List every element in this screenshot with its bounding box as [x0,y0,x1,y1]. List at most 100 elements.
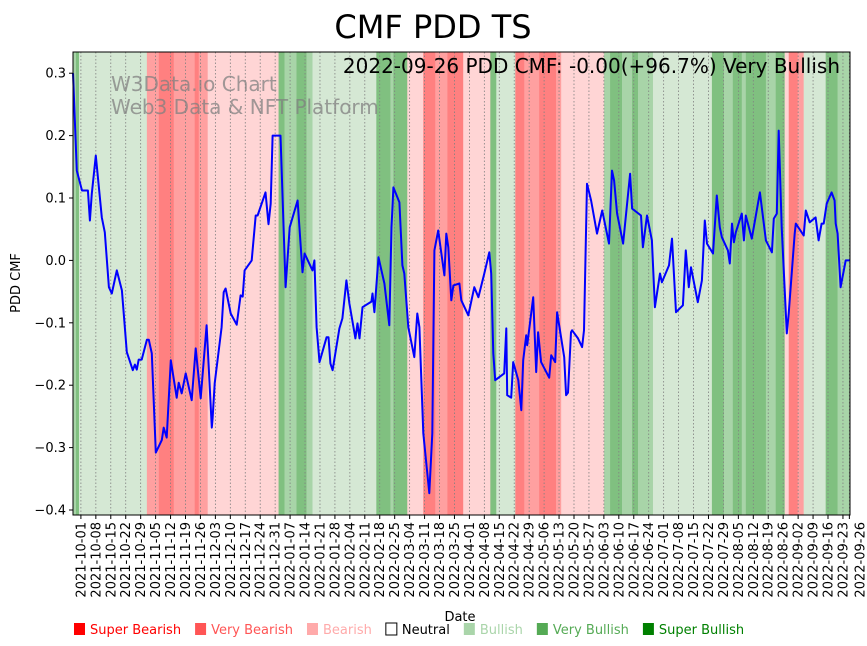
x-tick-label: 2022-03-18 [433,522,448,598]
band-very-bullish [604,52,611,515]
x-tick-label: 2022-08-12 [747,522,762,598]
band-bullish [496,52,516,515]
legend-swatch-super-bearish [74,623,85,635]
watermark-line-1: W3Data.io Chart [111,72,277,96]
signal-bands [73,52,851,515]
x-tick-label: 2022-09-23 [836,522,851,598]
band-bullish [803,52,826,515]
y-tick-label: −0.3 [34,441,66,456]
x-tick-label: 2021-11-26 [194,522,209,598]
band-super-bearish [788,52,799,515]
x-tick-label: 2022-01-07 [284,522,299,598]
band-super-bullish [825,52,838,515]
band-bullish [312,52,377,515]
y-tick-label: −0.2 [34,379,66,394]
x-tick-label: 2021-12-03 [209,522,224,598]
x-tick-label: 2022-09-16 [822,522,837,598]
band-super-bearish [158,52,175,515]
legend-swatch-neutral [385,622,398,636]
x-tick-label: 2022-07-29 [717,522,732,598]
band-super-bullish [745,52,767,515]
y-tick-label: 0.3 [45,67,66,82]
band-bearish [463,52,491,515]
band-very-bullish [765,52,777,515]
band-super-bullish [393,52,408,515]
band-bearish [784,52,790,515]
x-tick-label: 2021-11-19 [179,522,194,598]
legend-swatch-super-bullish [642,623,654,635]
x-tick-label: 2022-09-02 [792,522,807,598]
x-tick-label: 2022-05-20 [567,522,582,598]
x-tick-label: 2022-05-27 [582,522,597,598]
x-tick-label: 2022-03-25 [448,522,463,598]
cmf-series-line [72,73,850,495]
band-super-bullish [711,52,725,515]
legend-label-very-bearish: Very Bearish [211,623,293,638]
band-super-bullish [732,52,743,515]
band-very-bullish [390,52,394,515]
band-super-bearish [447,52,464,515]
band-very-bearish [173,52,188,515]
y-tick-label: 0.1 [45,192,66,207]
y-axis-label: PDD CMF [9,253,24,313]
x-gridlines [80,52,850,515]
band-very-bearish [524,52,540,515]
x-tick-label: 2022-02-25 [388,522,403,598]
x-tick-label: 2022-05-06 [538,522,553,598]
band-super-bullish [610,52,623,515]
x-tick-label: 2022-07-01 [657,522,672,598]
x-tick-label: 2022-08-05 [732,522,747,598]
band-very-bearish [146,52,160,515]
band-very-bullish [284,52,297,515]
band-bullish [652,52,713,515]
y-tick-label: −0.4 [34,504,66,519]
x-tick-label: 2022-07-08 [672,522,687,598]
x-tick-label: 2022-04-15 [493,522,508,598]
x-tick-label: 2022-09-26 [853,522,867,598]
x-tick-label: 2021-10-29 [134,522,149,598]
y-tick-label: 0.0 [45,254,66,269]
x-tick-label: 2022-04-22 [508,522,523,598]
band-super-bullish [490,52,497,515]
legend: Super Bearish Very Bearish Bearish Neutral B… [74,622,744,638]
x-tick-label: 2022-02-11 [358,522,373,598]
legend-label-very-bullish: Very Bullish [553,623,629,638]
x-tick-label: 2022-04-08 [478,522,493,598]
band-super-bullish [632,52,639,515]
band-very-bearish [797,52,804,515]
x-axis: 2021-10-01 2021-10-08 2021-10-15 2021-10-22… [74,515,867,598]
x-tick-label: 2022-07-15 [687,522,702,598]
band-super-bearish [539,52,557,515]
legend-label-bearish: Bearish [323,623,372,638]
band-super-bullish [775,52,785,515]
y-tick-label: 0.2 [45,129,66,144]
legend-label-super-bullish: Super Bullish [659,623,744,638]
legend-label-neutral: Neutral [402,623,450,638]
x-tick-label: 2021-12-24 [254,522,269,598]
band-very-bullish [723,52,734,515]
band-very-bullish [622,52,633,515]
plot-frame [72,51,851,516]
band-bearish [407,52,424,515]
legend-swatch-bullish [463,623,475,635]
x-tick-label: 2021-10-22 [119,522,134,598]
band-super-bullish [278,52,285,515]
band-very-bullish [741,52,747,515]
x-tick-label: 2021-10-15 [104,522,119,598]
x-tick-label: 2022-06-03 [597,522,612,598]
band-very-bullish [73,52,77,515]
x-tick-label: 2022-06-24 [642,522,657,598]
legend-swatch-very-bullish [536,623,548,635]
x-tick-label: 2022-02-18 [373,522,388,598]
y-axis: 0.3 0.2 0.1 0.0 −0.1 −0.2 −0.3 −0.4 [34,67,73,519]
x-tick-label: 2022-04-01 [463,522,478,598]
band-super-bullish [75,52,80,515]
x-tick-label: 2022-09-09 [807,522,822,598]
x-tick-label: 2022-08-26 [777,522,792,598]
legend-swatch-bearish [306,623,318,635]
x-tick-label: 2022-01-14 [299,522,314,598]
x-tick-label: 2022-02-04 [343,522,358,598]
x-tick-label: 2022-03-04 [403,522,418,598]
x-tick-label: 2022-01-28 [328,522,343,598]
x-tick-label: 2022-08-19 [762,522,777,598]
